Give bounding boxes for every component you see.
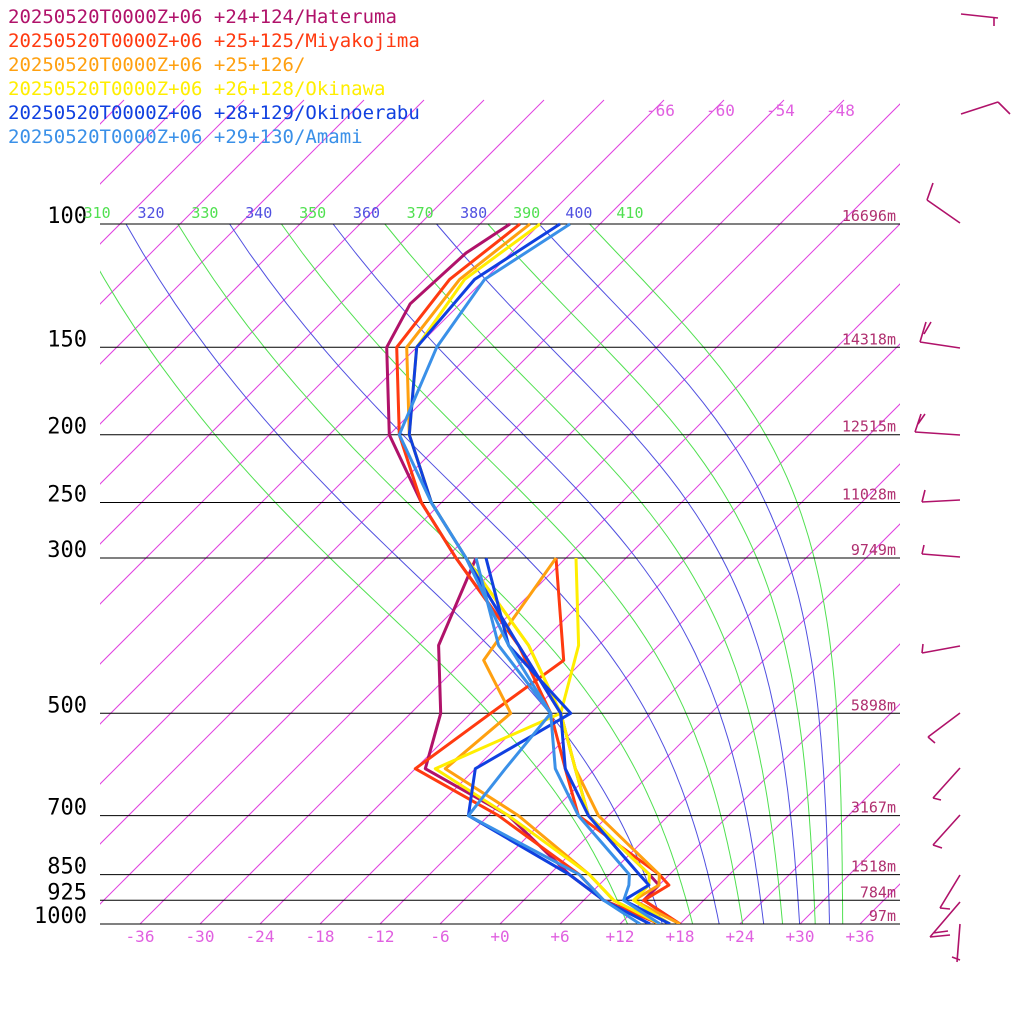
isotherm-line: [100, 103, 900, 905]
isotherm-line: [100, 99, 485, 485]
temperature-tick-label: +6: [550, 927, 569, 946]
legend-item: 20250520T0000Z+06 +29+130/Amami: [8, 126, 363, 148]
temperature-tick-label: +18: [666, 927, 695, 946]
height-label: 784m: [860, 883, 896, 901]
temperature-tick-label: +0: [490, 927, 509, 946]
isotherm-line: [100, 99, 725, 725]
temperature-tick-label: +36: [846, 927, 875, 946]
wind-barbs: [914, 13, 1011, 963]
temperature-tick-label: +12: [606, 927, 635, 946]
temperature-tick-label: -30: [186, 927, 215, 946]
theta-e-label: 360: [353, 204, 380, 222]
pressure-label: 925: [47, 880, 87, 905]
pressure-label: 250: [47, 483, 87, 508]
theta-e-label: 380: [460, 204, 487, 222]
temperature-tick-label: +24: [726, 927, 755, 946]
isotherm-line: [439, 463, 900, 924]
isotherm-line: [739, 763, 900, 924]
isotherm-line: [559, 583, 900, 924]
theta-e-label: 330: [191, 204, 218, 222]
isotherm-line: [139, 163, 900, 924]
isotherm-line: [100, 99, 785, 785]
isotherm-line: [679, 703, 900, 924]
legend-item: 20250520T0000Z+06 +24+124/Hateruma: [8, 6, 397, 28]
theta-e-label: 390: [513, 204, 540, 222]
isotherm-line: [100, 99, 545, 545]
theta-e-label: 310: [84, 204, 111, 222]
pressure-label: 500: [47, 693, 87, 718]
height-label: 16696m: [842, 207, 896, 225]
theta-e-label: 410: [616, 204, 643, 222]
isotherm-line: [0, 100, 4, 924]
theta-e-label: 350: [299, 204, 326, 222]
theta-e-curve: [589, 223, 844, 924]
isotherm-label: -66: [646, 101, 675, 120]
theta-e-label: 340: [245, 204, 272, 222]
legend: 20250520T0000Z+06 +24+124/Hateruma 202505…: [8, 5, 420, 149]
isotherm-line: [379, 403, 900, 924]
height-label: 3167m: [851, 799, 896, 817]
isotherm-line: [100, 99, 605, 605]
legend-item: 20250520T0000Z+06 +25+126/: [8, 54, 306, 76]
pressure-label: 100: [47, 204, 87, 229]
isotherm-line: [259, 283, 900, 924]
isotherm-line: [100, 99, 425, 425]
legend-item: 20250520T0000Z+06 +26+128/Okinawa: [8, 78, 386, 100]
isotherm-label: -48: [826, 101, 855, 120]
theta-e-label: 400: [565, 204, 592, 222]
legend-item: 20250520T0000Z+06 +28+129/Okinoerabu: [8, 102, 420, 124]
height-label: 9749m: [851, 541, 896, 559]
height-label: 11028m: [842, 486, 896, 504]
theta-e-label: 320: [137, 204, 164, 222]
height-label: 5898m: [851, 696, 896, 714]
dewpoint-profile: [466, 557, 641, 924]
isotherm-label: -60: [706, 101, 735, 120]
isotherm-line: [100, 99, 305, 305]
height-label: 14318m: [842, 330, 896, 348]
pressure-label: 700: [47, 796, 87, 821]
isotherm-line: [100, 99, 365, 365]
isotherm-line: [100, 99, 665, 665]
temperature-tick-label: -6: [430, 927, 449, 946]
temperature-profile: [397, 222, 661, 924]
pressure-label: 300: [47, 538, 87, 563]
isotherm-line: [100, 99, 845, 845]
isotherm-line: [499, 523, 900, 924]
isotherm-line: [619, 643, 900, 924]
temperature-tick-label: -24: [246, 927, 275, 946]
temperature-tick-label: -12: [366, 927, 395, 946]
height-label: 12515m: [842, 418, 896, 436]
temperature-tick-label: -36: [126, 927, 155, 946]
pressure-label: 850: [47, 855, 87, 880]
height-label: 1518m: [851, 858, 896, 876]
temperature-tick-label: +30: [786, 927, 815, 946]
theta-e-label: 370: [407, 204, 434, 222]
theta-e-curve: [487, 223, 816, 924]
height-label: 97m: [869, 907, 896, 925]
temperature-tick-label: -18: [306, 927, 335, 946]
isotherm-line: [100, 99, 245, 245]
pressure-label: 200: [47, 415, 87, 440]
isotherm-label: -54: [766, 101, 795, 120]
temperature-profile: [395, 222, 681, 924]
legend-item: 20250520T0000Z+06 +25+125/Miyakojima: [8, 30, 420, 52]
isotherm-line: [199, 223, 900, 924]
pressure-label: 1000: [34, 904, 87, 929]
pressure-label: 150: [47, 327, 87, 352]
